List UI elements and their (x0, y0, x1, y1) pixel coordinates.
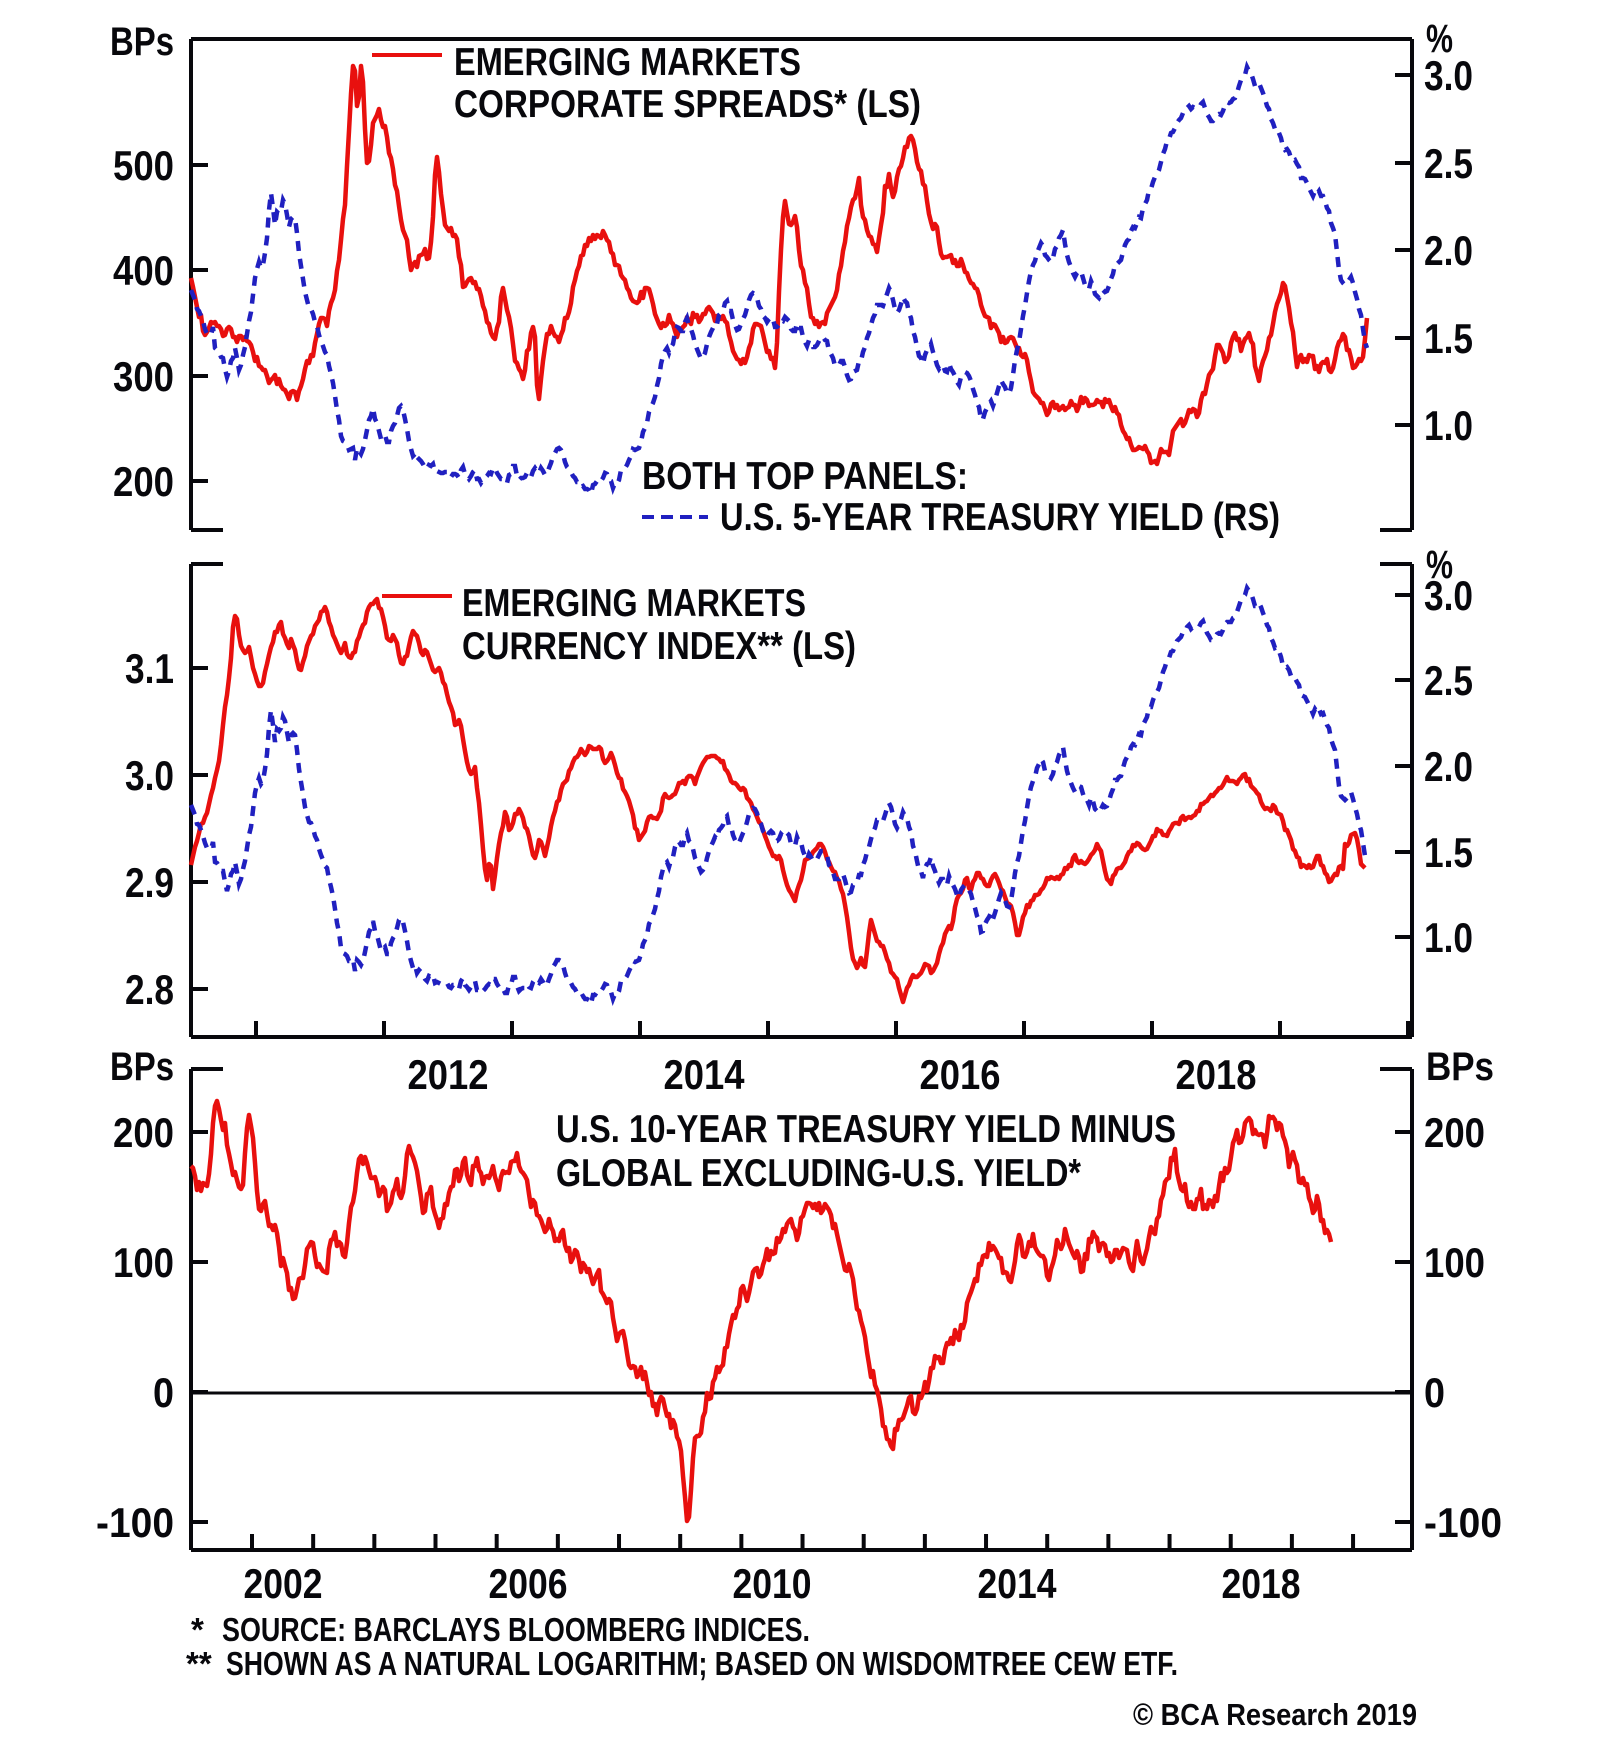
svg-text:0: 0 (1424, 1369, 1445, 1416)
svg-text:2002: 2002 (244, 1560, 323, 1607)
svg-text:100: 100 (1424, 1239, 1485, 1286)
svg-text:2016: 2016 (920, 1051, 1001, 1098)
svg-text:200: 200 (113, 1109, 174, 1156)
svg-text:GLOBAL EXCLUDING-U.S. YIELD*: GLOBAL EXCLUDING-U.S. YIELD* (556, 1152, 1082, 1195)
svg-text:1.0: 1.0 (1424, 402, 1473, 449)
svg-text:EMERGING MARKETS: EMERGING MARKETS (462, 582, 806, 625)
svg-text:-100: -100 (96, 1499, 174, 1546)
svg-text:2.5: 2.5 (1424, 140, 1473, 187)
svg-text:400: 400 (113, 247, 174, 294)
svg-text:100: 100 (113, 1239, 174, 1286)
svg-text:*: * (191, 1611, 204, 1648)
svg-text:U.S. 5-YEAR TREASURY YIELD (RS: U.S. 5-YEAR TREASURY YIELD (RS) (720, 496, 1280, 539)
svg-text:© BCA Research 2019: © BCA Research 2019 (1133, 1697, 1417, 1732)
svg-text:BOTH TOP PANELS:: BOTH TOP PANELS: (642, 455, 968, 498)
svg-text:200: 200 (1424, 1109, 1485, 1156)
svg-text:%: % (1426, 543, 1453, 587)
svg-text:%: % (1426, 17, 1453, 61)
svg-text:CORPORATE SPREADS* (LS): CORPORATE SPREADS* (LS) (454, 83, 921, 126)
svg-text:CURRENCY INDEX** (LS): CURRENCY INDEX** (LS) (462, 625, 856, 668)
svg-text:3.0: 3.0 (1424, 52, 1473, 99)
svg-text:2006: 2006 (489, 1560, 568, 1607)
svg-text:2018: 2018 (1222, 1560, 1301, 1607)
svg-text:0: 0 (153, 1369, 174, 1416)
svg-text:2012: 2012 (408, 1051, 489, 1098)
svg-text:2010: 2010 (733, 1560, 812, 1607)
svg-text:2.8: 2.8 (125, 966, 174, 1013)
svg-text:SHOWN AS A NATURAL LOGARITHM;: SHOWN AS A NATURAL LOGARITHM; BASED ON W… (226, 1645, 1178, 1682)
svg-text:1.5: 1.5 (1424, 829, 1473, 876)
svg-text:BPs: BPs (110, 1045, 174, 1089)
svg-text:2018: 2018 (1176, 1051, 1257, 1098)
svg-text:3.0: 3.0 (125, 752, 174, 799)
svg-text:500: 500 (113, 142, 174, 189)
svg-text:2014: 2014 (978, 1560, 1058, 1607)
svg-text:**: ** (186, 1645, 212, 1682)
svg-text:300: 300 (113, 353, 174, 400)
svg-text:2.0: 2.0 (1424, 743, 1473, 790)
svg-text:1.5: 1.5 (1424, 315, 1473, 362)
svg-text:2.9: 2.9 (125, 859, 174, 906)
svg-text:2.5: 2.5 (1424, 657, 1473, 704)
svg-text:BPs: BPs (110, 20, 174, 64)
svg-text:U.S. 10-YEAR TREASURY YIELD MI: U.S. 10-YEAR TREASURY YIELD MINUS (556, 1108, 1176, 1151)
svg-text:1.0: 1.0 (1424, 914, 1473, 961)
svg-text:2.0: 2.0 (1424, 227, 1473, 274)
svg-text:SOURCE: BARCLAYS BLOOMBERG IND: SOURCE: BARCLAYS BLOOMBERG INDICES. (222, 1611, 810, 1648)
svg-text:BPs: BPs (1426, 1045, 1494, 1089)
svg-text:3.1: 3.1 (125, 645, 174, 692)
svg-text:200: 200 (113, 458, 174, 505)
svg-text:EMERGING MARKETS: EMERGING MARKETS (454, 41, 801, 84)
svg-text:3.0: 3.0 (1424, 572, 1473, 619)
svg-text:2014: 2014 (664, 1051, 746, 1098)
svg-text:-100: -100 (1424, 1499, 1502, 1546)
